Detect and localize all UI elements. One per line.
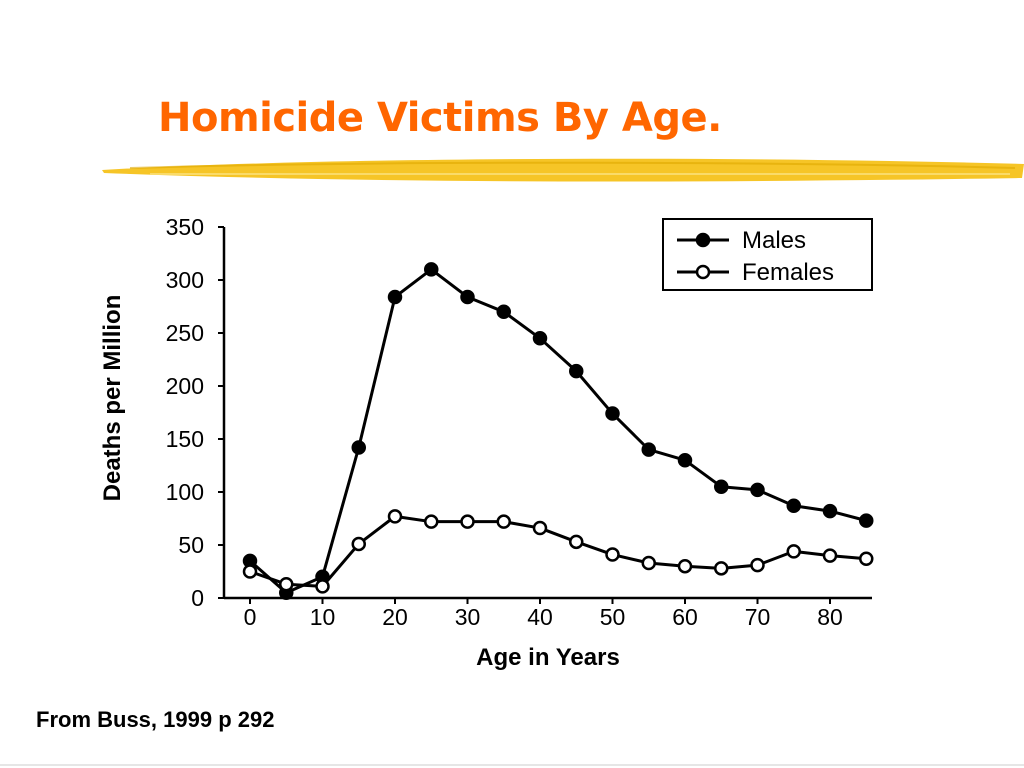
data-point-females xyxy=(424,514,439,529)
x-tick-label: 70 xyxy=(745,604,771,630)
data-point-males xyxy=(677,452,693,468)
data-point-females xyxy=(532,520,548,536)
data-point-females xyxy=(315,579,330,594)
chart-legend: Males Females xyxy=(662,218,873,291)
data-point-females xyxy=(569,534,584,550)
legend-label-males: Males xyxy=(742,227,806,254)
data-point-females xyxy=(786,544,801,559)
data-point-males xyxy=(859,513,874,528)
y-tick-label: 100 xyxy=(166,479,204,505)
data-point-males xyxy=(351,440,366,455)
data-point-females xyxy=(677,558,693,574)
footer-divider xyxy=(0,764,1024,766)
y-tick-label: 0 xyxy=(191,585,204,611)
x-axis-label: Age in Years xyxy=(476,644,620,671)
legend-marker xyxy=(695,232,711,248)
data-point-females xyxy=(605,547,620,562)
data-point-females xyxy=(496,514,511,529)
x-tick-label: 50 xyxy=(600,604,626,630)
homicide-line-chart: 0 50 100 150 200 250 300 350 0 10 20 30 40 50 60 70 80 M… xyxy=(99,214,874,671)
y-tick-label: 300 xyxy=(166,267,204,293)
x-tick-label: 30 xyxy=(455,604,481,630)
x-tick-label: 60 xyxy=(672,604,698,630)
data-point-females xyxy=(242,564,258,579)
data-point-males xyxy=(424,262,439,277)
data-point-males xyxy=(569,363,584,379)
x-tick-label: 80 xyxy=(817,604,843,630)
legend-box xyxy=(662,218,873,291)
y-tick-label: 250 xyxy=(166,320,204,346)
data-point-females xyxy=(714,561,729,576)
series-males xyxy=(242,262,874,600)
data-point-males xyxy=(532,331,548,346)
legend-marker xyxy=(695,264,711,280)
data-point-females xyxy=(859,551,874,567)
series-line-males xyxy=(249,267,867,595)
data-point-males xyxy=(460,289,475,305)
y-tick-label: 150 xyxy=(166,426,204,452)
slide-title: Homicide Victims By Age. xyxy=(158,95,722,141)
series-line-females xyxy=(249,514,867,588)
data-point-males xyxy=(714,479,729,494)
chart-ticks: 0 50 100 150 200 250 300 350 0 10 20 30 40 50 60 70 80 xyxy=(166,214,843,630)
data-point-females xyxy=(387,509,403,524)
x-tick-label: 20 xyxy=(382,604,408,630)
chart-axes xyxy=(222,227,872,600)
y-tick-label: 50 xyxy=(178,532,204,558)
data-point-males xyxy=(641,442,656,457)
data-point-females xyxy=(641,555,656,571)
data-point-males xyxy=(387,289,403,305)
y-axis-label: Deaths per Million xyxy=(99,295,126,502)
x-tick-label: 0 xyxy=(244,604,257,630)
series-females xyxy=(242,509,874,594)
data-point-males xyxy=(750,482,765,498)
source-citation: From Buss, 1999 p 292 xyxy=(36,707,275,732)
data-point-females xyxy=(822,548,838,563)
data-point-males xyxy=(605,406,620,421)
y-tick-label: 200 xyxy=(166,373,204,399)
data-point-females xyxy=(750,557,765,573)
data-point-males xyxy=(822,503,838,519)
x-tick-label: 10 xyxy=(310,604,336,630)
data-point-males xyxy=(496,304,511,320)
data-point-females xyxy=(351,536,366,552)
y-tick-label: 350 xyxy=(166,214,204,240)
data-point-females xyxy=(279,576,294,592)
brush-underline xyxy=(102,158,1024,182)
chart-series xyxy=(242,262,874,600)
x-tick-label: 40 xyxy=(527,604,553,630)
data-point-females xyxy=(460,514,475,529)
legend-label-females: Females xyxy=(742,259,834,286)
data-point-males xyxy=(786,498,801,514)
